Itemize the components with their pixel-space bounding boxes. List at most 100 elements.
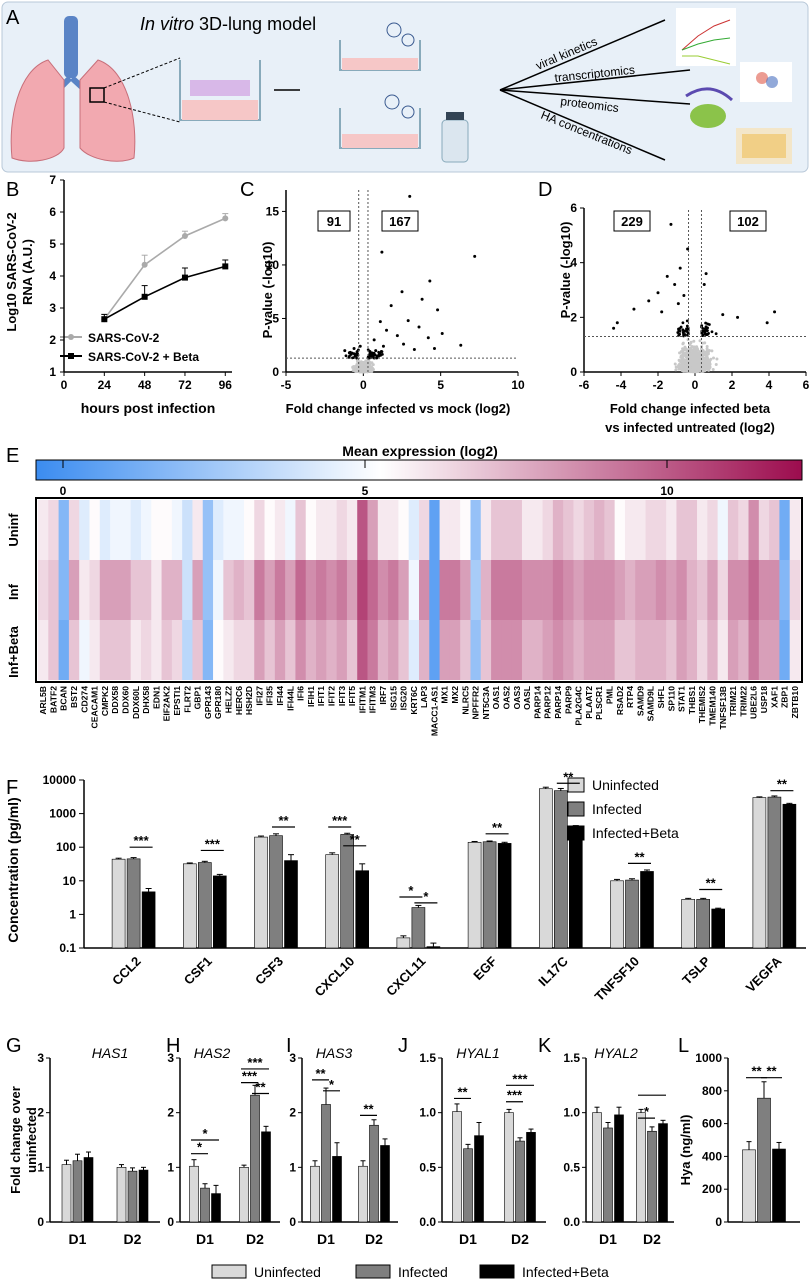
heatmap-cell bbox=[48, 560, 59, 620]
heatmap-gene-label: BST2 bbox=[69, 686, 79, 708]
branch-arrows bbox=[499, 19, 691, 161]
heatmap-gene-label: IRF7 bbox=[378, 686, 388, 705]
heatmap-gene-label: TMEM140 bbox=[707, 686, 717, 726]
volcano-bg-point bbox=[710, 349, 714, 353]
heatmap-cell bbox=[140, 500, 152, 560]
panel-f-category-label: CSF1 bbox=[181, 954, 215, 988]
heatmap-cell bbox=[357, 500, 368, 560]
small-chart-bar bbox=[603, 1127, 613, 1223]
volcano-sig-point bbox=[681, 321, 685, 325]
volcano-sig-point bbox=[440, 331, 444, 335]
panel-f-bar bbox=[538, 788, 553, 949]
heatmap-cell bbox=[604, 560, 616, 620]
heatmap-cell bbox=[748, 560, 760, 620]
small-chart-ytick-label: 1 bbox=[167, 1160, 174, 1174]
heatmap-cell bbox=[346, 620, 358, 680]
panel-d-count-down: 229 bbox=[621, 214, 643, 229]
small-chart-ytick-label: 1 bbox=[37, 1160, 44, 1174]
heatmap-cell bbox=[171, 620, 183, 680]
panel-b-ytick-label: 3 bbox=[49, 301, 56, 315]
heatmap-cell bbox=[655, 500, 667, 560]
volcano-ytick-label: 10 bbox=[266, 258, 280, 272]
panel-i-letter: I bbox=[286, 1035, 292, 1057]
small-chart-bar bbox=[116, 1167, 127, 1223]
heatmap-cell bbox=[223, 560, 235, 620]
heatmap-cell bbox=[470, 560, 482, 620]
heatmap-gene-label: CEACAM1 bbox=[90, 686, 100, 729]
heatmap-cell bbox=[532, 620, 543, 680]
heatmap-cell bbox=[274, 620, 286, 680]
panel-b-series-line bbox=[103, 217, 226, 320]
small-chart-bar bbox=[636, 1112, 646, 1223]
volcano-sig-point bbox=[343, 349, 347, 353]
volcano-bg-point bbox=[714, 362, 718, 366]
heatmap-cell bbox=[758, 620, 770, 680]
heatmap-cell bbox=[243, 620, 255, 680]
panel-f-bar bbox=[610, 880, 624, 949]
heatmap-cell bbox=[367, 620, 379, 680]
heatmap-gene-label: IFITM3 bbox=[368, 686, 378, 713]
panel-d-count-down-box bbox=[613, 210, 651, 232]
colorbar-title: Mean expression (log2) bbox=[342, 443, 498, 459]
volcano-sig-point bbox=[714, 332, 718, 336]
volcano-xtick-label: -4 bbox=[616, 378, 627, 392]
panel-b-ytick-label: 7 bbox=[49, 173, 56, 187]
volcano-bg-point bbox=[706, 367, 710, 371]
heatmap-cell bbox=[614, 500, 626, 560]
panel-b-ytick-label: 2 bbox=[49, 333, 56, 347]
small-chart-day-label: D2 bbox=[643, 1231, 661, 1247]
volcano-sig-point bbox=[702, 283, 706, 287]
small-chart-ytick-label: 1.0 bbox=[563, 1106, 580, 1120]
panel-d-count-up-box bbox=[729, 210, 767, 232]
small-chart-bar bbox=[742, 1149, 756, 1223]
heatmap-cell bbox=[130, 560, 142, 620]
thumbnail-plate bbox=[736, 128, 792, 164]
heatmap-cell bbox=[594, 620, 605, 680]
panel-e-letter: E bbox=[6, 445, 19, 467]
heatmap-gene-label: IFITM1 bbox=[357, 686, 367, 713]
volcano-sig-point bbox=[707, 323, 711, 326]
panel-f-bar bbox=[411, 907, 426, 949]
volcano-bg-point bbox=[715, 357, 719, 361]
heatmap-cell bbox=[707, 620, 719, 680]
volcano-sig-point bbox=[656, 291, 660, 295]
small-chart-ytick-label: 0 bbox=[289, 1215, 296, 1229]
volcano-bg-point bbox=[674, 365, 678, 369]
small-chart-bar bbox=[72, 1160, 83, 1223]
volcano-ytick-label: 0 bbox=[272, 365, 279, 379]
heatmap-gene-label: CD274 bbox=[79, 686, 89, 713]
small-chart-day-label: D2 bbox=[365, 1231, 383, 1247]
heatmap-gene-label: OAS3 bbox=[512, 686, 522, 710]
panel-f-bar bbox=[254, 836, 268, 949]
heatmap-cell bbox=[357, 620, 368, 680]
volcano-ytick-label: 4 bbox=[570, 256, 577, 270]
heatmap-gene-label: IFIT3 bbox=[337, 686, 347, 706]
heatmap-cell bbox=[470, 620, 482, 680]
volcano-ytick-label: 15 bbox=[266, 204, 280, 218]
small-chart-sig-label: ** bbox=[255, 1080, 266, 1095]
panel-b-point bbox=[101, 316, 108, 323]
heatmap-cell bbox=[501, 560, 513, 620]
heatmap-border bbox=[35, 497, 803, 683]
small-chart-bar bbox=[239, 1167, 249, 1223]
volcano-sig-point bbox=[701, 327, 705, 330]
panel-f-bar bbox=[111, 858, 126, 949]
panel-j-gene: HYAL1 bbox=[456, 1045, 500, 1061]
volcano-bg-point bbox=[674, 368, 678, 372]
small-chart-sig-label: ** bbox=[751, 1064, 762, 1079]
volcano-bg-point bbox=[695, 345, 699, 349]
heatmap-row-label-infbeta: Inf+Beta bbox=[6, 625, 21, 677]
panel-b-ytick-label: 6 bbox=[49, 205, 56, 219]
panel-f-legend-3: Infected+Beta bbox=[592, 825, 679, 841]
small-chart-bar bbox=[504, 1112, 514, 1223]
heatmap-cell bbox=[635, 560, 646, 620]
heatmap-gene-label: TRIM22 bbox=[738, 686, 748, 717]
volcano-sig-point bbox=[376, 354, 379, 358]
panel-b: B Log10 SARS-CoV-2 RNA (A.U.) hours post… bbox=[4, 173, 232, 416]
panel-b-ylabel-2: RNA (A.U.) bbox=[20, 239, 35, 305]
volcano-bg-point bbox=[690, 348, 694, 352]
heatmap-cell bbox=[614, 560, 626, 620]
heatmap-cell bbox=[511, 620, 523, 680]
thumbnail-volcano bbox=[740, 62, 792, 102]
heatmap-cell bbox=[686, 560, 698, 620]
